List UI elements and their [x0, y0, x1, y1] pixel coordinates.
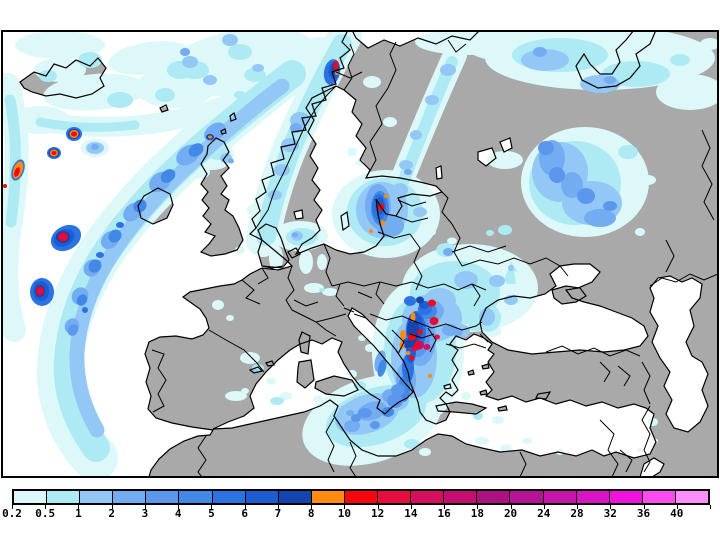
- sea-area: [640, 458, 664, 477]
- legend-tick-mark: [543, 505, 545, 509]
- legend-color-segment: [344, 491, 379, 503]
- legend-tick-label: 1: [75, 507, 82, 520]
- legend-tick-label: 18: [470, 507, 484, 520]
- legend-color-segment: [411, 491, 445, 503]
- legend-color-segment: [675, 491, 708, 503]
- legend-tick-label: 3: [141, 507, 149, 520]
- map-layers: [2, 30, 718, 477]
- legend-color-segment: [444, 491, 478, 503]
- legend-tick-label: 0.2: [2, 507, 22, 520]
- legend-tick-label: 12: [370, 507, 385, 520]
- legend-tick-mark: [710, 505, 711, 509]
- legend-tick-label: 0.5: [35, 507, 56, 520]
- sea-area: [480, 264, 648, 354]
- legend-tick-label: 24: [537, 507, 551, 520]
- legend-tick-label: 6: [241, 507, 248, 520]
- legend-tick-label: 7: [274, 507, 282, 520]
- legend-color-segment: [80, 491, 114, 503]
- legend-tick-label: 40: [670, 507, 684, 520]
- lake: [436, 166, 442, 179]
- legend-color-segment: [212, 491, 246, 503]
- legend-tick-mark: [211, 505, 213, 509]
- legend-tick-mark: [610, 505, 612, 509]
- legend-tick-mark: [12, 505, 13, 509]
- legend-tick-label: 2: [108, 507, 116, 520]
- legend-color-segment: [245, 491, 279, 503]
- sea-area: [650, 276, 708, 432]
- legend-color-segment: [278, 491, 312, 503]
- legend-tick-mark: [45, 505, 47, 509]
- legend-tick-label: 5: [208, 507, 215, 520]
- legend-color-segment: [543, 491, 577, 503]
- legend-color-segment: [113, 491, 147, 503]
- legend-tick-mark: [178, 505, 180, 509]
- legend-tick-mark: [577, 505, 579, 509]
- legend-tick-label: 14: [404, 507, 418, 520]
- country-borders-layer: [151, 39, 718, 477]
- legend-tick-label: 16: [437, 507, 451, 520]
- legend-color-segment: [311, 491, 345, 503]
- legend-tick-label: 28: [570, 507, 584, 520]
- legend-tick-mark: [410, 505, 412, 509]
- legend-tick-mark: [144, 505, 146, 509]
- legend-color-segment: [146, 491, 180, 503]
- legend-tick-mark: [444, 505, 446, 509]
- legend-color-bar: [12, 489, 710, 505]
- legend-tick-mark: [111, 505, 113, 509]
- legend-color-segment: [14, 491, 48, 503]
- legend-tick-mark: [510, 505, 512, 509]
- legend-color-segment: [378, 491, 412, 503]
- legend-color-segment: [477, 491, 511, 503]
- legend-tick-label: 8: [307, 507, 315, 520]
- legend-color-segment: [642, 491, 676, 503]
- legend-tick-mark: [477, 505, 479, 509]
- legend-tick-mark: [244, 505, 246, 509]
- legend-color-segment: [47, 491, 81, 503]
- legend-color-segment: [179, 491, 213, 503]
- legend-tick-mark: [78, 505, 80, 509]
- legend-tick-label: 10: [337, 507, 351, 520]
- lake: [294, 210, 303, 219]
- coastline-layer: [2, 30, 709, 477]
- legend-tick-label: 36: [636, 507, 651, 520]
- sea-area: [213, 308, 656, 458]
- island-landmass: [297, 360, 314, 388]
- legend-tick-mark: [676, 505, 678, 509]
- legend-tick-label: 20: [503, 507, 518, 520]
- map-frame: [1, 30, 719, 478]
- legend-tick-mark: [377, 505, 379, 509]
- legend-color-segment: [576, 491, 610, 503]
- legend-tick-mark: [344, 505, 346, 509]
- legend-tick-label: 4: [174, 507, 182, 520]
- legend-tick-label: 32: [603, 507, 617, 520]
- legend-tick-mark: [311, 505, 313, 509]
- legend-tick-mark: [277, 505, 279, 509]
- legend-color-segment: [609, 491, 643, 503]
- legend-tick-mark: [643, 505, 645, 509]
- legend-color-segment: [510, 491, 544, 503]
